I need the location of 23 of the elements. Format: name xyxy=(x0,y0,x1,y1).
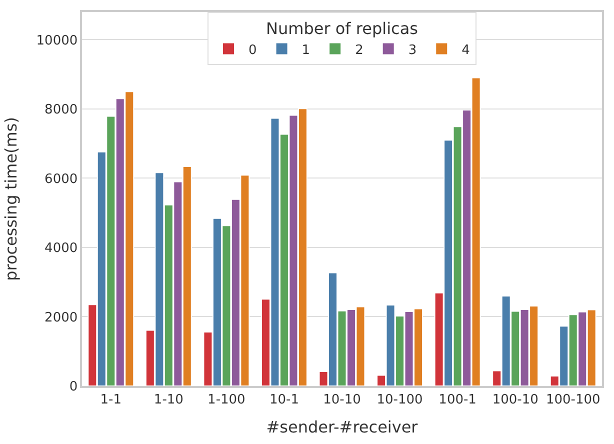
legend-label: 2 xyxy=(355,42,364,58)
x-tick-label: 100-10 xyxy=(492,392,538,408)
y-axis-title: processing time(ms) xyxy=(2,117,21,281)
legend-label: 1 xyxy=(302,42,310,58)
x-tick-label: 100-1 xyxy=(438,392,476,408)
legend-title: Number of replicas xyxy=(266,18,418,38)
x-tick-label: 10-1 xyxy=(269,392,299,408)
y-tick-label: 10000 xyxy=(36,33,78,48)
y-tick-label: 6000 xyxy=(44,172,78,187)
y-tick-label: 2000 xyxy=(44,310,78,326)
legend-label: 4 xyxy=(462,42,470,58)
y-tick-label: 0 xyxy=(69,380,78,395)
legend-label: 0 xyxy=(248,42,257,58)
legend-label: 3 xyxy=(408,42,417,58)
x-tick-label: 10-10 xyxy=(323,392,361,408)
x-tick-label: 1-100 xyxy=(208,392,246,408)
y-tick-label: 4000 xyxy=(44,241,78,256)
x-tick-label: 1-10 xyxy=(154,392,184,408)
x-tick-label: 10-100 xyxy=(376,392,423,408)
x-tick-label: 1-1 xyxy=(100,392,122,408)
x-tick-label: 100-100 xyxy=(546,392,600,408)
x-axis-title: #sender-#receiver xyxy=(266,418,418,437)
y-tick-label: 8000 xyxy=(44,102,78,118)
